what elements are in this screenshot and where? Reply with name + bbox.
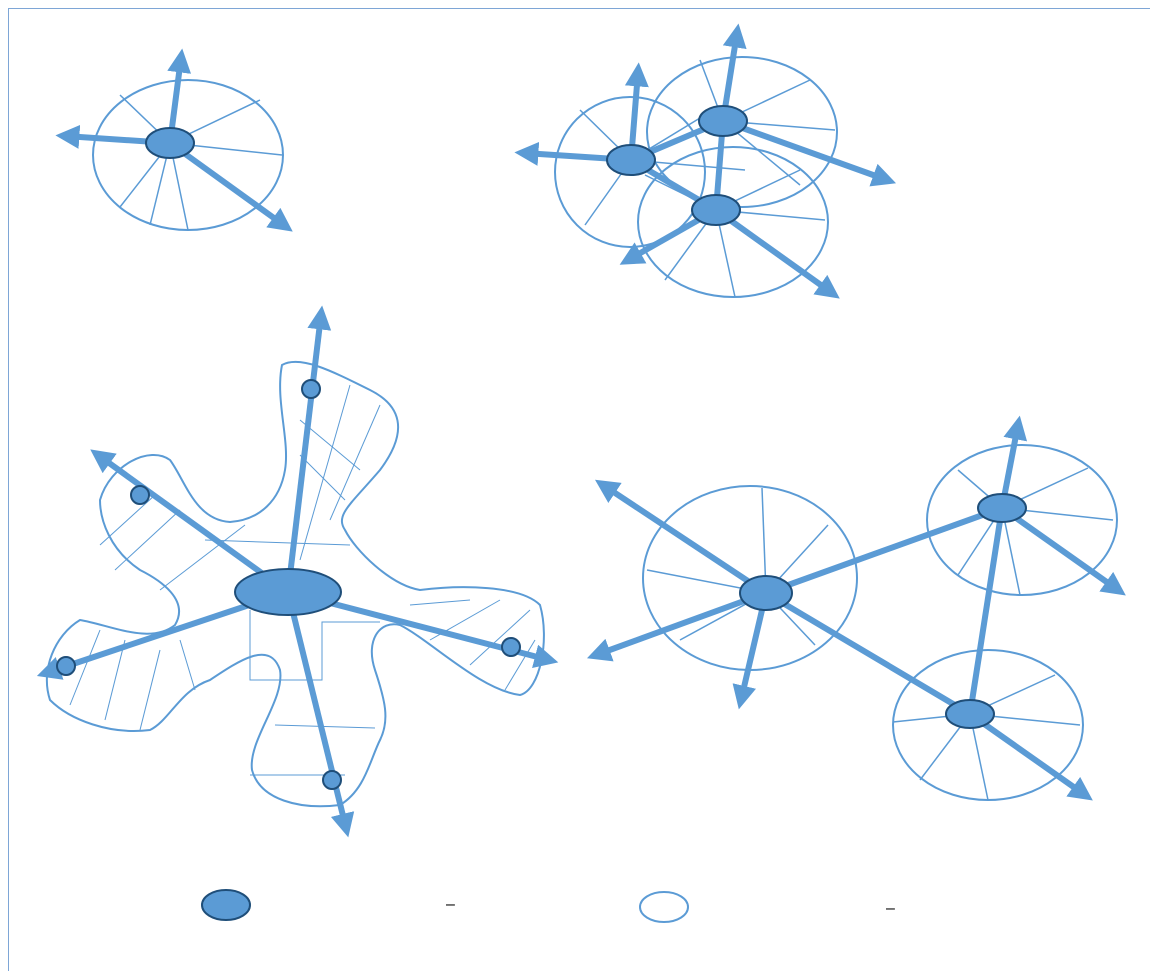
diagram-frame	[8, 8, 1150, 971]
service-area	[646, 56, 838, 208]
center-node	[945, 699, 995, 729]
flow-arrow	[714, 207, 840, 299]
flow-arrow	[285, 591, 355, 838]
sub-node	[322, 770, 342, 790]
center-node	[145, 127, 195, 159]
area-spokes	[579, 59, 836, 298]
service-area	[45, 360, 545, 808]
legend	[201, 889, 689, 923]
center-node	[739, 575, 793, 611]
clustered-centers-diagram	[514, 23, 897, 299]
service-area	[642, 485, 858, 671]
area-spokes	[646, 467, 1114, 801]
flow-arrow	[586, 590, 768, 662]
flow-arrow	[90, 449, 290, 595]
legend-filled-node-swatch	[201, 889, 251, 921]
center-node-large	[234, 568, 342, 616]
center-node	[698, 105, 748, 137]
link-line	[967, 507, 1005, 715]
flow-arrow	[285, 305, 332, 593]
flow-arrows	[586, 415, 1126, 801]
legend-hollow-area-label: –	[886, 900, 895, 917]
flow-arrows	[514, 23, 897, 299]
service-area	[637, 146, 829, 298]
sub-node	[130, 485, 150, 505]
sub-node	[501, 637, 521, 657]
center-node	[691, 194, 741, 226]
link-line	[764, 590, 972, 717]
service-area	[926, 444, 1118, 596]
sub-node	[56, 656, 76, 676]
flow-arrow	[1000, 505, 1126, 596]
single-center-diagram	[55, 48, 293, 232]
legend-filled-node-label: –	[446, 896, 455, 913]
star-center-diagram	[36, 305, 559, 838]
network-centers-diagram	[586, 415, 1126, 801]
area-hatching	[69, 384, 536, 776]
link-line	[764, 505, 1004, 596]
flow-arrow	[721, 118, 897, 187]
flow-arrow	[168, 140, 293, 232]
flow-arrow	[594, 479, 768, 596]
legend-hollow-area-swatch	[639, 891, 689, 923]
flow-arrow	[732, 592, 769, 710]
sub-node	[301, 379, 321, 399]
center-node	[606, 144, 656, 176]
center-node	[977, 493, 1027, 523]
flow-arrow	[968, 711, 1093, 801]
